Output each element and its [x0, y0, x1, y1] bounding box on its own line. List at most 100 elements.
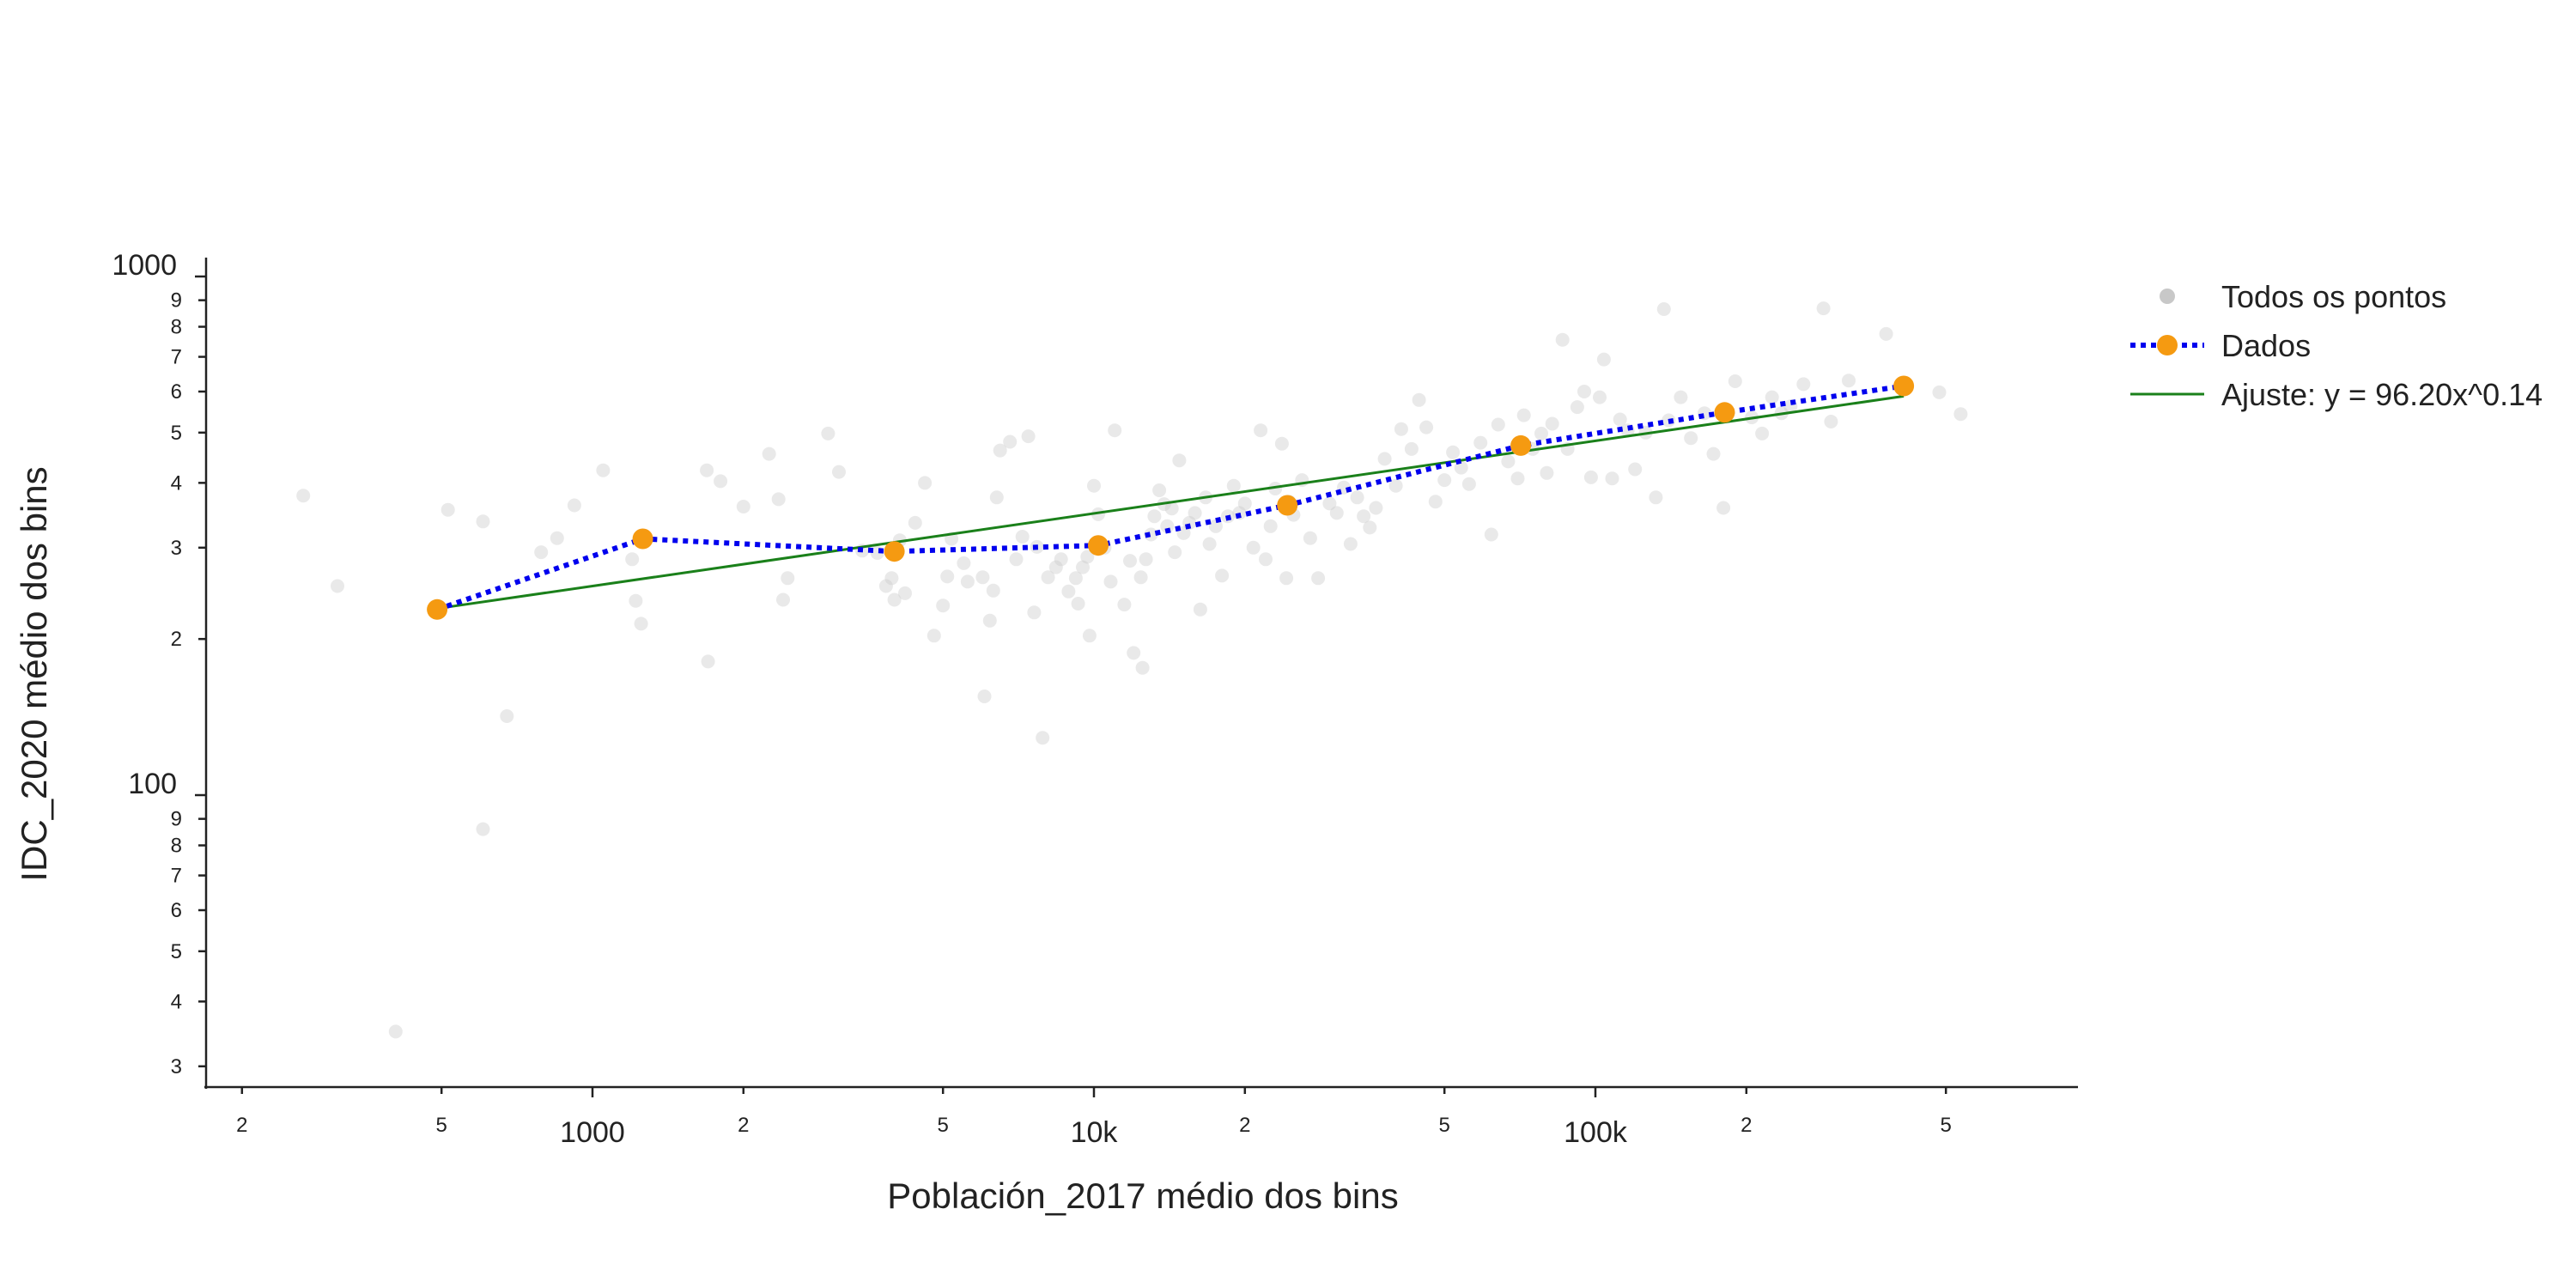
scatter-point [1164, 501, 1179, 516]
scatter-point [1516, 408, 1531, 422]
scatter-point [1015, 530, 1030, 544]
scatter-point [1246, 540, 1261, 555]
scatter-point [1343, 537, 1358, 551]
scatter-point [1215, 568, 1230, 583]
scatter-point [884, 571, 899, 586]
scatter-point [1188, 506, 1202, 520]
x-tick-label: 2 [1239, 1114, 1250, 1137]
scatter-point [1501, 454, 1516, 469]
scatter-point [596, 463, 611, 477]
scatter-point [1534, 426, 1548, 440]
scatter-point [1082, 629, 1097, 643]
scatter-point [1329, 506, 1344, 520]
scatter-point [1080, 550, 1095, 564]
scatter-point [1193, 602, 1207, 617]
x-axis-label: Población_2017 médio dos bins [887, 1176, 1398, 1216]
scatter-point [1577, 385, 1591, 398]
scatter-point [1484, 527, 1498, 542]
scatter-point [1144, 527, 1158, 542]
scatter-point [940, 569, 955, 584]
scatter-point [500, 709, 514, 723]
scatter-point [1041, 570, 1055, 585]
scatter-point [701, 654, 715, 669]
scatter-point [1054, 552, 1068, 567]
y-axis-label: IDC_2020 médio dos bins [14, 466, 54, 881]
scatter-point [700, 463, 714, 477]
scatter-point [1036, 731, 1050, 745]
legend: Todos os pontos Dados Ajuste: y = 96.20x… [2130, 279, 2543, 412]
scatter-point [821, 426, 835, 440]
scatter-point [936, 598, 951, 613]
y-axis-ticks: 100 1000 3 4 5 6 7 8 9 2 3 4 5 6 7 8 9 [112, 249, 206, 1078]
scatter-point [1428, 495, 1443, 509]
scatter-point [567, 498, 581, 513]
scatter-point [1628, 462, 1643, 477]
scatter-point [1596, 352, 1611, 367]
x-axis-ticks: 1000 10k 100k 2 5 2 5 2 5 2 5 [236, 1087, 1952, 1149]
scatter-point [887, 592, 902, 607]
scatter-point [1357, 509, 1371, 524]
scatter-point [1824, 415, 1838, 428]
scatter-point [388, 1024, 403, 1039]
scatter-point [1303, 531, 1317, 545]
scatter-point [927, 629, 941, 643]
scatter-point [1555, 332, 1570, 347]
y-tick-label: 6 [171, 380, 182, 404]
scatter-point [776, 592, 790, 607]
y-tick-label: 8 [171, 835, 182, 858]
scatter-point [1021, 429, 1036, 444]
scatter-point [1123, 554, 1137, 568]
scatter-point [1237, 496, 1252, 511]
scatter-point [296, 489, 311, 503]
scatter-point [1796, 377, 1811, 392]
y-tick-label: 2 [171, 628, 182, 651]
scatter-point [1437, 473, 1452, 488]
scatter-point [1263, 519, 1278, 533]
dados-marker [1893, 375, 1915, 397]
scatter-point [1127, 646, 1141, 660]
scatter-point [1716, 501, 1731, 515]
scatter-point [1172, 453, 1187, 468]
scatter-point [1152, 483, 1167, 497]
scatter-point [714, 474, 728, 489]
scatter-point [1649, 490, 1663, 505]
scatter-point [982, 613, 997, 628]
scatter-point [1765, 390, 1779, 404]
scatter-point [1076, 560, 1090, 574]
scatter-point [1087, 478, 1101, 493]
y-tick-label: 7 [171, 865, 182, 888]
scatter-point [1540, 465, 1554, 480]
scatter-point [1412, 392, 1426, 407]
scatter-point [1091, 507, 1105, 521]
scatter-point [476, 514, 490, 529]
scatter-point [1226, 478, 1241, 493]
scatter-point [550, 531, 564, 545]
scatter-point [1274, 436, 1289, 451]
scatter-point [440, 502, 455, 517]
legend-label-dados: Dados [2221, 328, 2311, 363]
legend-swatch-dados-marker [2157, 335, 2178, 355]
scatter-point [1656, 302, 1671, 316]
scatter-point [625, 552, 640, 567]
data-layer [427, 375, 1915, 620]
scatter-point [1613, 412, 1627, 427]
scatter-point [1350, 490, 1364, 505]
scatter-point [1068, 571, 1083, 586]
dados-marker [632, 528, 653, 550]
scatter-point [832, 465, 846, 479]
scatter-point [1728, 374, 1742, 388]
scatter-point [1404, 441, 1419, 456]
scatter-point [1279, 571, 1294, 586]
scatter-point [878, 579, 893, 593]
y-tick-label: 5 [171, 940, 182, 963]
scatter-point [960, 574, 975, 589]
y-tick-label: 4 [171, 990, 182, 1013]
dados-marker [884, 541, 905, 562]
y-tick-label: 100 [128, 768, 177, 800]
scatter-point [1706, 447, 1721, 461]
scatter-point [1605, 471, 1619, 486]
scatter-point [1473, 435, 1488, 450]
dados-marker [1714, 402, 1735, 423]
scatter-point [1133, 570, 1148, 585]
fit-line [436, 394, 1905, 611]
